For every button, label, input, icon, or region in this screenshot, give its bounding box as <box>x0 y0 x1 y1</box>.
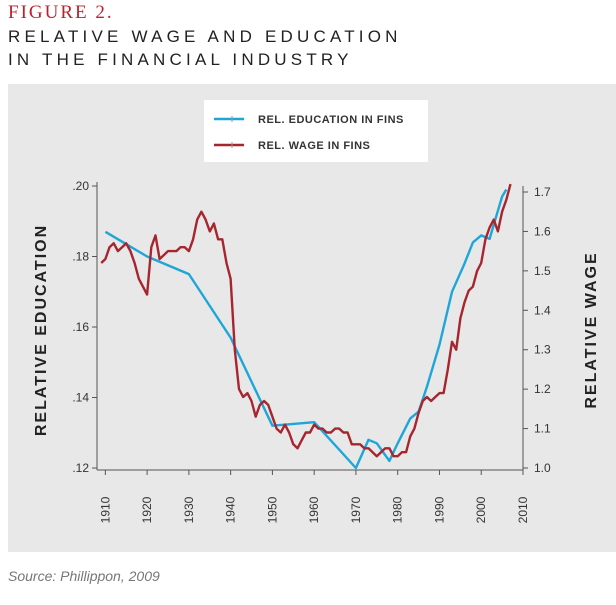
right-tick-label: 1.2 <box>534 382 551 396</box>
left-tick-label: .12 <box>72 461 89 475</box>
x-tick-label: 2000 <box>474 496 488 523</box>
figure-title-line-2: IN THE FINANCIAL INDUSTRY <box>8 50 353 69</box>
x-tick-label: 1960 <box>307 496 321 523</box>
figure-label: FIGURE 2. <box>8 2 114 23</box>
x-tick-label: 1930 <box>182 496 196 523</box>
legend-label: REL. EDUCATION IN FINS <box>258 114 404 126</box>
education-series-line <box>104 188 508 470</box>
x-tick-label: 1910 <box>98 496 112 523</box>
wage-series-line <box>100 183 512 458</box>
series-group <box>100 183 512 470</box>
legend: REL. EDUCATION IN FINS REL. WAGE IN FINS <box>204 100 428 162</box>
x-tick-label: 1940 <box>224 496 238 523</box>
right-tick-label: 1.0 <box>534 461 551 475</box>
right-tick-label: 1.4 <box>534 303 551 317</box>
right-tick-label: 1.3 <box>534 343 551 357</box>
x-tick-label: 1950 <box>265 496 279 523</box>
right-tick-label: 1.7 <box>534 185 551 199</box>
figure-title-line-1: RELATIVE WAGE AND EDUCATION <box>8 27 402 46</box>
right-axis-title: RELATIVE WAGE <box>583 251 600 408</box>
x-tick-label: 1980 <box>391 496 405 523</box>
left-tick-label: .18 <box>72 250 89 264</box>
left-tick-label: .14 <box>72 391 89 405</box>
axes-group: .12 .14 .16 .18 .20 1.0 1.1 1.2 1.3 1.4 1.5 1.6 1.7 1… <box>33 179 600 523</box>
x-tick-label: 2010 <box>516 496 530 523</box>
left-tick-label: .16 <box>72 320 89 334</box>
right-tick-label: 1.5 <box>534 264 551 278</box>
x-tick-label: 1970 <box>349 496 363 523</box>
right-tick-label: 1.6 <box>534 224 551 238</box>
x-tick-label: 1990 <box>432 496 446 523</box>
x-tick-label: 1920 <box>140 496 154 523</box>
left-axis-title: RELATIVE EDUCATION <box>33 224 50 436</box>
left-tick-label: .20 <box>72 179 89 193</box>
legend-box <box>204 100 428 162</box>
source-note: Source: Phillippon, 2009 <box>8 568 160 584</box>
legend-label: REL. WAGE IN FINS <box>258 140 370 152</box>
right-tick-label: 1.1 <box>534 422 551 436</box>
